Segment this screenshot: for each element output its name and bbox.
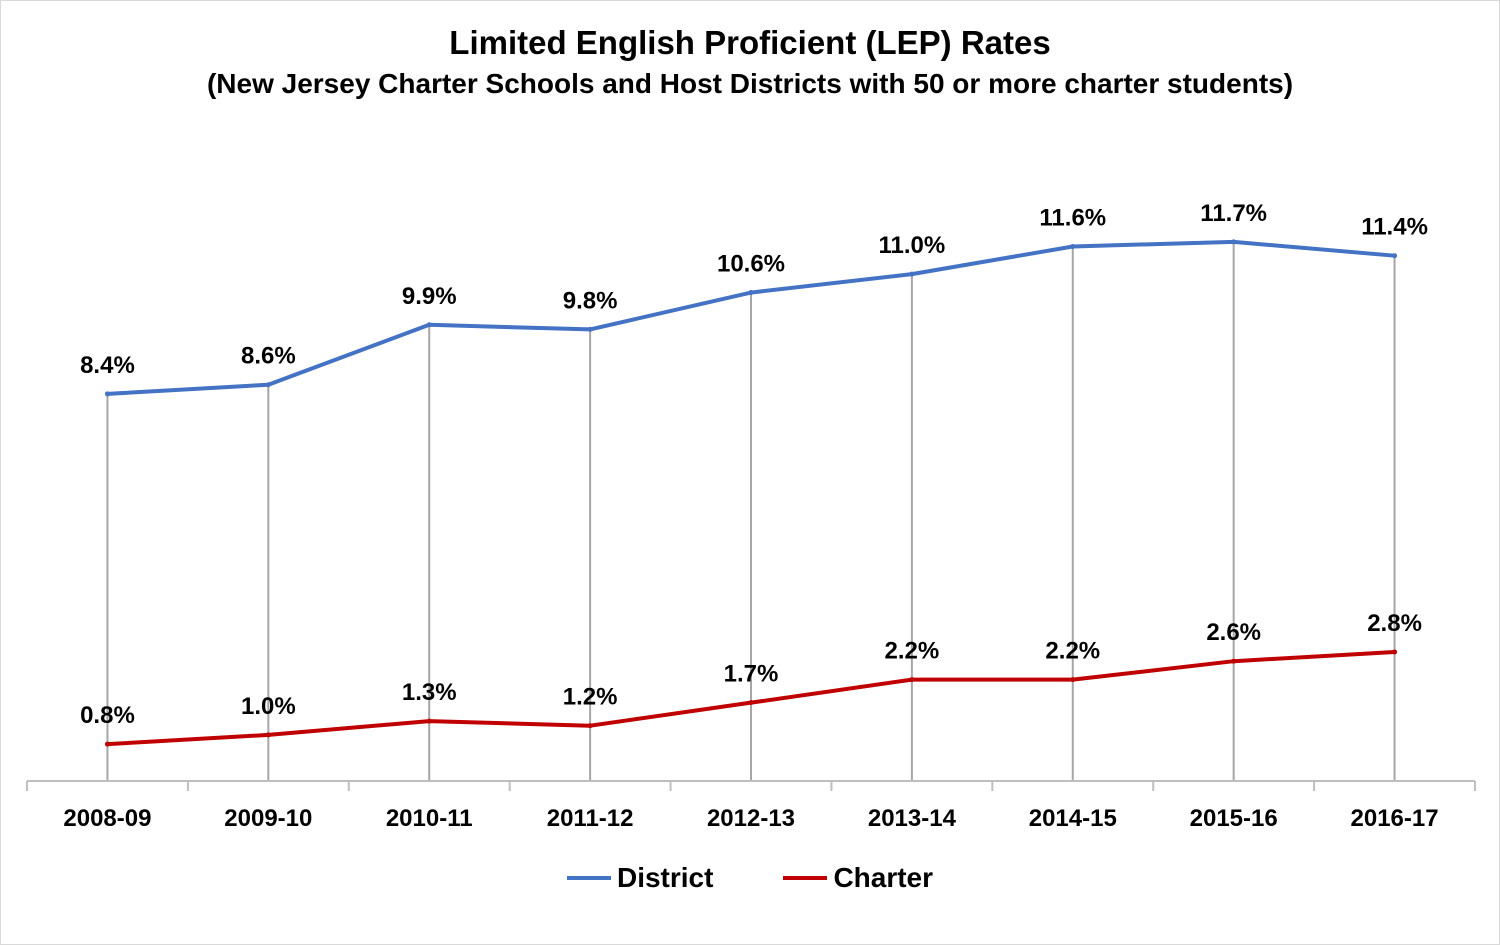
x-tick-label: 2008-09: [63, 805, 151, 832]
legend-label-district: District: [616, 862, 714, 893]
data-label: 9.9%: [402, 283, 457, 310]
x-tick-label: 2016-17: [1351, 805, 1439, 832]
data-point: [1231, 658, 1237, 664]
data-label: 2.2%: [1045, 638, 1100, 665]
data-label: 10.6%: [717, 251, 785, 278]
legend-item-charter[interactable]: Charter: [783, 862, 933, 894]
data-point: [1070, 243, 1076, 249]
data-label: 11.7%: [1200, 200, 1267, 227]
data-point: [909, 271, 915, 277]
data-point: [1070, 677, 1076, 683]
data-point: [1392, 253, 1398, 259]
data-point: [909, 677, 915, 683]
legend: District Charter: [0, 862, 1500, 894]
x-tick-label: 2015-16: [1190, 805, 1278, 832]
legend-label-charter: Charter: [833, 862, 934, 893]
data-label: 1.3%: [402, 679, 457, 706]
data-label: 2.8%: [1367, 610, 1422, 637]
data-label: 8.4%: [80, 352, 135, 379]
data-label: 8.6%: [241, 343, 296, 370]
x-tick-label: 2010-11: [386, 805, 473, 832]
data-point: [1392, 649, 1398, 655]
data-label: 1.2%: [563, 684, 618, 711]
data-point: [265, 732, 271, 738]
data-label: 1.7%: [724, 661, 779, 688]
x-tick-label: 2012-13: [707, 805, 795, 832]
data-point: [1231, 239, 1237, 245]
data-label: 11.0%: [879, 232, 946, 259]
data-label: 2.2%: [885, 638, 940, 665]
data-label: 11.6%: [1039, 204, 1106, 231]
legend-swatch-charter: [783, 876, 828, 880]
data-label: 0.8%: [80, 702, 135, 729]
data-label: 2.6%: [1206, 619, 1261, 646]
x-tick-label: 2011-12: [547, 805, 634, 832]
data-label: 1.0%: [241, 693, 296, 720]
data-point: [748, 700, 754, 706]
data-point: [265, 382, 271, 388]
x-tick-label: 2009-10: [224, 805, 312, 832]
data-label: 9.8%: [563, 287, 618, 314]
chart-title: Limited English Proficient (LEP) Rates: [449, 24, 1051, 61]
data-label: 11.4%: [1361, 214, 1428, 241]
data-point: [104, 741, 110, 747]
data-point: [104, 391, 110, 397]
chart-subtitle: (New Jersey Charter Schools and Host Dis…: [206, 68, 1294, 99]
data-point: [587, 326, 593, 332]
x-tick-label: 2013-14: [868, 805, 957, 832]
legend-item-district[interactable]: District: [566, 862, 714, 894]
data-point: [426, 322, 432, 328]
legend-swatch-district: [566, 876, 611, 880]
data-point: [748, 290, 754, 296]
data-point: [426, 718, 432, 724]
data-point: [587, 723, 593, 729]
x-tick-label: 2014-15: [1029, 805, 1117, 832]
